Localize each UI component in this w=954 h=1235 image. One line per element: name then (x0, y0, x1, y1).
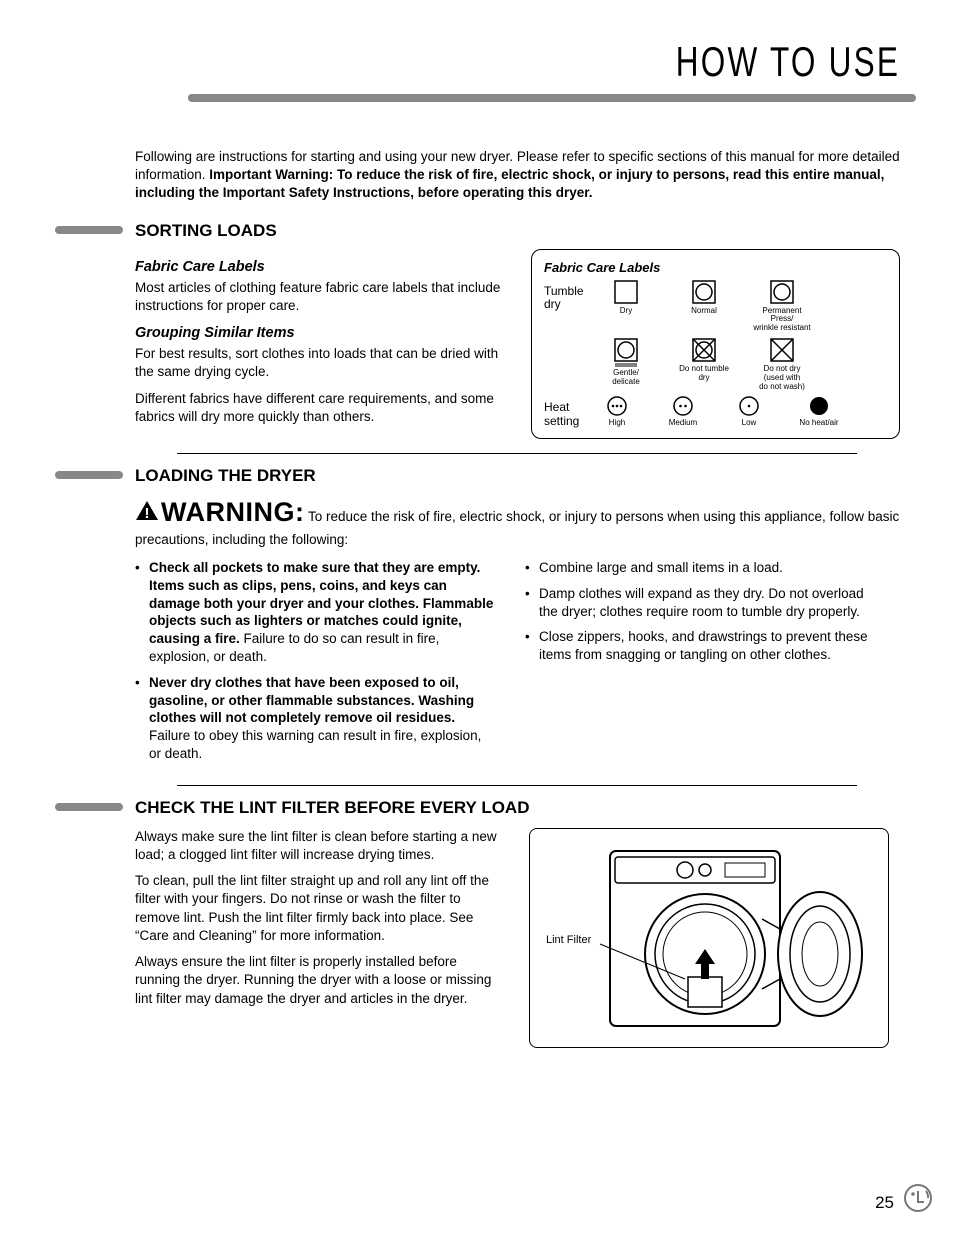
list-item: Check all pockets to make sure that they… (135, 559, 495, 666)
intro-warning: Important Warning: To reduce the risk of… (135, 167, 884, 200)
bullet-bold: Never dry clothes that have been exposed… (149, 675, 474, 726)
heat-setting-label: Heat setting (544, 395, 596, 427)
bullet-text: Damp clothes will expand as they dry. Do… (539, 586, 864, 619)
care-label: Medium (662, 419, 704, 428)
bullet-text: Combine large and small items in a load. (539, 560, 783, 575)
lg-logo-icon (904, 1184, 932, 1217)
care-icon-no-dry: Do not dry (used with do not wash) (752, 337, 812, 391)
section-lint-filter: CHECK THE LINT FILTER BEFORE EVERY LOAD (135, 798, 900, 818)
grouping-p1: For best results, sort clothes into load… (135, 345, 507, 381)
list-item: Combine large and small items in a load. (525, 559, 885, 577)
bullet-rest: Failure to obey this warning can result … (149, 728, 481, 761)
page-number: 25 (875, 1193, 894, 1213)
warning-triangle-icon: ! (135, 500, 159, 526)
care-label: Dry (596, 307, 656, 316)
care-icon-permanent-press: Permanent Press/ wrinkle resistant (752, 279, 812, 333)
warning-word: WARNING: (161, 497, 304, 527)
sorting-left-col: Fabric Care Labels Most articles of clot… (135, 249, 507, 440)
grouping-p2: Different fabrics have different care re… (135, 390, 507, 426)
care-label: Do not dry (used with do not wash) (752, 365, 812, 391)
section-sorting-loads: SORTING LOADS (135, 221, 900, 241)
care-icon-normal: Normal (674, 279, 734, 333)
dryer-illustration: Lint Filter (529, 828, 889, 1048)
care-box-title: Fabric Care Labels (544, 260, 887, 275)
care-icon-dry: Dry (596, 279, 656, 333)
care-icon-gentle: Gentle/ delicate (596, 337, 656, 391)
care-row-tumble: Tumble dry Dry Normal Permanent Press (544, 279, 887, 333)
header-rule (188, 94, 916, 102)
loading-bullets-left: Check all pockets to make sure that they… (135, 559, 495, 771)
care-icon-no-tumble: Do not tumble dry (674, 337, 734, 391)
care-label: Gentle/ delicate (596, 369, 656, 387)
care-label: High (596, 419, 638, 428)
tumble-icons-row2: Gentle/ delicate Do not tumble dry Do no… (596, 337, 812, 391)
care-icon-no-heat: No heat/air (794, 395, 844, 428)
grouping-subhead: Grouping Similar Items (135, 325, 507, 341)
loading-bullets-right: Combine large and small items in a load.… (525, 559, 885, 771)
care-label: Low (728, 419, 770, 428)
fabric-care-subhead: Fabric Care Labels (135, 259, 507, 275)
care-label: Normal (674, 307, 734, 316)
care-row-heat: Heat setting High Medium Low (544, 395, 887, 428)
loading-bullets: Check all pockets to make sure that they… (135, 559, 900, 771)
care-icon-high: High (596, 395, 638, 428)
tumble-dry-label: Tumble dry (544, 279, 596, 311)
list-item: Close zippers, hooks, and drawstrings to… (525, 628, 885, 664)
sorting-right-col: Fabric Care Labels Tumble dry Dry Normal (531, 249, 900, 440)
tumble-icons-row1: Dry Normal Permanent Press/ wrinkle resi… (596, 279, 812, 333)
page-title: HOW TO USE (676, 38, 900, 86)
sorting-columns: Fabric Care Labels Most articles of clot… (135, 249, 900, 440)
fabric-care-labels-box: Fabric Care Labels Tumble dry Dry Normal (531, 249, 900, 440)
section-loading-dryer: LOADING THE DRYER (135, 466, 900, 486)
lint-columns: Always make sure the lint filter is clea… (135, 828, 900, 1048)
care-label: No heat/air (794, 419, 844, 428)
care-icon-low: Low (728, 395, 770, 428)
lint-p3: Always ensure the lint filter is properl… (135, 953, 505, 1008)
lint-left-col: Always make sure the lint filter is clea… (135, 828, 505, 1048)
heat-icons: High Medium Low No heat/air (596, 395, 844, 428)
fabric-care-text: Most articles of clothing feature fabric… (135, 279, 507, 315)
divider-2 (177, 785, 857, 786)
intro-paragraph: Following are instructions for starting … (135, 148, 900, 203)
care-icon-medium: Medium (662, 395, 704, 428)
lint-p1: Always make sure the lint filter is clea… (135, 828, 505, 864)
lint-right-col: Lint Filter (529, 828, 900, 1048)
svg-text:!: ! (145, 505, 150, 521)
list-item: Never dry clothes that have been exposed… (135, 674, 495, 763)
content-area: Following are instructions for starting … (135, 148, 900, 1048)
lint-filter-label: Lint Filter (546, 934, 591, 946)
care-row-tumble2: Gentle/ delicate Do not tumble dry Do no… (544, 337, 887, 391)
warning-line: ! WARNING: To reduce the risk of fire, e… (135, 494, 900, 549)
bullet-text: Close zippers, hooks, and drawstrings to… (539, 629, 868, 662)
care-label: Do not tumble dry (674, 365, 734, 383)
list-item: Damp clothes will expand as they dry. Do… (525, 585, 885, 621)
lint-p2: To clean, pull the lint filter straight … (135, 872, 505, 945)
blank-label (544, 337, 596, 343)
divider-1 (177, 453, 857, 454)
care-label: Permanent Press/ wrinkle resistant (752, 307, 812, 333)
